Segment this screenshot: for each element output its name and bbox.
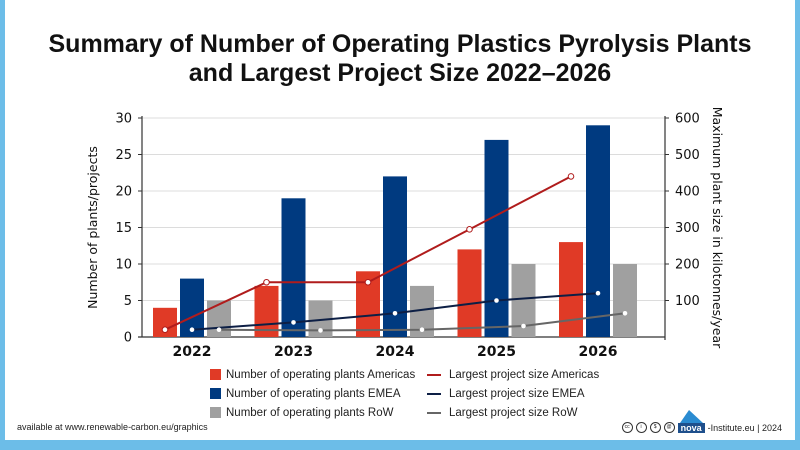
sa-icon: @ xyxy=(663,422,675,433)
bar-americas-2023 xyxy=(254,285,279,337)
legend-item-emea-bar: Number of operating plants EMEA xyxy=(210,385,415,402)
by-icon: i xyxy=(635,422,647,433)
point-emea-2025 xyxy=(494,298,499,303)
point-americas-2022 xyxy=(161,326,169,334)
point-row-2023 xyxy=(318,328,323,333)
x-tick-label: 2023 xyxy=(274,344,313,360)
tick-label-right: 100 xyxy=(675,294,700,309)
line-swatch-row xyxy=(427,411,441,414)
y-axis-title-right: Maximum plant size in kilotonnes/year xyxy=(710,107,725,349)
point-emea-2024 xyxy=(392,310,398,316)
tick-label-left: 5 xyxy=(124,294,132,309)
nova-logo: nova xyxy=(677,409,705,433)
point-emea-2023 xyxy=(291,320,296,325)
legend-label: Number of operating plants EMEA xyxy=(226,387,401,400)
x-tick-label: 2025 xyxy=(477,344,516,360)
swatch-americas xyxy=(210,369,221,380)
point-americas-2023 xyxy=(263,278,270,286)
bar-emea-2023 xyxy=(281,198,306,337)
brand-suffix: -Institute.eu | 2024 xyxy=(707,422,782,433)
bar-americas-2025 xyxy=(457,249,482,337)
line-swatch-americas xyxy=(427,373,441,376)
y-axis-title-left: Number of plants/projects xyxy=(85,146,100,309)
x-tick-label: 2022 xyxy=(173,344,212,360)
footer-credit: cc i $ @ nova -Institute.eu | 2024 xyxy=(621,409,782,433)
title-line-2: and Largest Project Size 2022–2026 xyxy=(188,59,612,87)
swatch-emea xyxy=(210,388,221,399)
chart-title: Summary of Number of Operating Plastics … xyxy=(0,30,800,88)
point-americas-2026 xyxy=(567,173,575,180)
tick-label-right: 500 xyxy=(675,148,700,163)
tick-label-right: 600 xyxy=(675,112,700,127)
legend-label: Number of operating plants Americas xyxy=(226,368,416,381)
bar-emea-2026 xyxy=(586,125,610,337)
tick-label-right: 200 xyxy=(675,258,700,273)
tick-label-right: 400 xyxy=(675,185,700,200)
legend-label: Number of operating plants RoW xyxy=(226,406,394,419)
tick-label-left: 30 xyxy=(115,112,132,127)
point-emea-2022 xyxy=(189,327,195,333)
legend-item-row-line: Largest project size RoW xyxy=(427,404,599,421)
point-emea-2026 xyxy=(595,290,601,296)
cc-icon: cc xyxy=(621,422,633,433)
tick-label-left: 20 xyxy=(115,185,132,200)
tick-label-left: 15 xyxy=(115,221,132,236)
title-line-1: Summary of Number of Operating Plastics … xyxy=(48,30,752,58)
point-americas-2025 xyxy=(466,226,473,233)
legend-item-row-bar: Number of operating plants RoW xyxy=(210,404,415,421)
point-row-2024 xyxy=(419,327,425,333)
point-row-2025 xyxy=(521,323,526,329)
tick-label-right: 300 xyxy=(675,221,700,236)
legend-label: Largest project size RoW xyxy=(449,406,578,419)
x-tick-label: 2026 xyxy=(579,344,618,360)
swatch-row xyxy=(210,407,221,418)
tick-label-left: 10 xyxy=(115,258,132,273)
bar-americas-2026 xyxy=(559,242,583,337)
bar-emea-2024 xyxy=(383,176,407,337)
bar-row-2026 xyxy=(613,264,637,337)
tick-label-left: 25 xyxy=(115,148,132,163)
bar-emea-2025 xyxy=(484,139,509,337)
legend-bars: Number of operating plants Americas Numb… xyxy=(210,366,415,423)
tick-label-left: 0 xyxy=(124,331,132,346)
bar-emea-2022 xyxy=(180,278,204,337)
source-link[interactable]: available at www.renewable-carbon.eu/gra… xyxy=(17,422,208,432)
point-row-2026 xyxy=(622,310,628,316)
legend-lines: Largest project size Americas Largest pr… xyxy=(427,366,599,423)
point-row-2022 xyxy=(216,327,222,333)
point-americas-2024 xyxy=(364,278,372,286)
nc-icon: $ xyxy=(649,422,661,433)
legend-item-americas-bar: Number of operating plants Americas xyxy=(210,366,415,383)
legend-item-emea-line: Largest project size EMEA xyxy=(427,385,599,402)
line-swatch-emea xyxy=(427,392,441,395)
legend-label: Largest project size Americas xyxy=(449,368,600,381)
x-tick-label: 2024 xyxy=(376,344,415,360)
legend-item-americas-line: Largest project size Americas xyxy=(427,366,599,383)
legend-label: Largest project size EMEA xyxy=(449,387,585,400)
